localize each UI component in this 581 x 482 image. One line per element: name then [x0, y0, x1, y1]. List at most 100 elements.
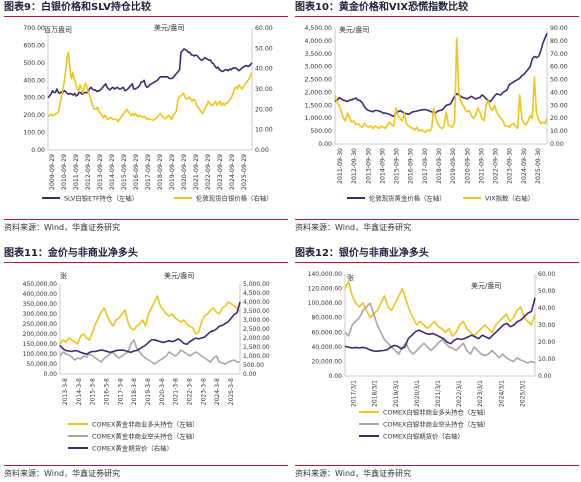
y-left-tick-label: 4,500.00: [304, 25, 332, 32]
x-tick-label: 2016-09-30: [408, 148, 415, 184]
x-tick-label: 2013-09-30: [365, 148, 372, 184]
x-tick-label: 2024/3/1: [498, 380, 505, 407]
panel-silver-net-long: 图表12：银价与非商业净多头 0.00 20,000.00 40,000.00 60,…: [295, 246, 579, 480]
y-left-tick-label: 80,000.00: [311, 315, 342, 322]
x-tick-label: 2018-09-29: [157, 154, 164, 190]
y-right-tick-label: 4,500.00: [243, 290, 270, 297]
series-line-1: [59, 339, 240, 365]
x-tick-label: 2025-09-29: [241, 154, 248, 190]
legend-label-1: VIX指数（右轴）: [485, 194, 534, 203]
legend-label-0: SLV白银ETF持仓（左轴）: [64, 194, 138, 203]
y-right-tick-label: 30.00: [255, 86, 273, 93]
y-left-tick-label: 50,000.00: [26, 361, 57, 368]
y-left-tick-label: 60,000.00: [311, 329, 342, 336]
legend-label-0: COMEX黄金非商业多头持仓（左轴）: [92, 420, 199, 429]
y-left-tick-label: 3,000.00: [304, 64, 332, 71]
legend-label-2: COMEX白银期货价（右轴）: [383, 432, 464, 441]
y-right-tick-label: 50.00: [550, 77, 568, 84]
y-left-tick-label: 20,000.00: [311, 358, 342, 365]
chart-silver-slv: 0.00 100.00 200.00 300.00 400.00 500.00 600.00…: [23, 23, 273, 203]
x-tick-label: 2019-09-29: [169, 154, 176, 190]
figure-title: 图表12：银价与非商业净多头: [295, 248, 429, 259]
y-left-tick-label: 350,000.00: [23, 301, 58, 308]
x-tick-label: 2022-09-30: [493, 148, 500, 184]
y-right-tick-label: 10.00: [255, 127, 273, 134]
legend-label-0: 伦敦现货黄金价格（左轴）: [369, 194, 446, 203]
x-tick-label: 2015-3-8: [90, 378, 97, 405]
x-tick-label: 2018/3/1: [372, 380, 379, 407]
x-tick-label: 2017-3-8: [117, 378, 124, 405]
y-left-tick-label: 400.00: [23, 77, 45, 84]
title-rule: [295, 262, 579, 263]
x-tick-label: 2015-09-29: [121, 154, 128, 190]
y-right-tick-label: 0.00: [550, 141, 564, 148]
series-line-0: [47, 48, 253, 99]
x-tick-label: 2021-09-29: [193, 154, 200, 190]
x-tick-label: 2013-09-29: [97, 154, 104, 190]
y-right-tick-label: 60.00: [538, 271, 555, 278]
series-line-1: [344, 302, 536, 364]
y-right-tick-label: 4,000.00: [243, 299, 270, 306]
y-right-tick-label: 90.00: [550, 25, 568, 32]
y-right-tick-label: 3,000.00: [243, 317, 270, 324]
series-line-1: [334, 37, 548, 134]
right-unit-label: 美元/盎司: [164, 271, 194, 280]
figure-title: 图表10：黄金价格和VIX恐慌指数比较: [295, 2, 469, 13]
y-left-tick-label: 120,000.00: [308, 286, 343, 293]
x-tick-label: 2014-3-8: [76, 378, 83, 405]
x-tick-label: 2018-3-8: [131, 378, 138, 405]
y-left-tick-label: 0.00: [329, 373, 343, 380]
x-tick-label: 2021-09-30: [478, 148, 485, 184]
y-left-tick-label: 400,000.00: [23, 291, 58, 298]
y-right-tick-label: 40.00: [255, 66, 273, 73]
y-right-tick-label: 20.00: [538, 339, 555, 346]
y-right-tick-label: 40.00: [550, 89, 568, 96]
x-tick-label: 2015-09-30: [394, 148, 401, 184]
legend-label-2: COMEX黄金期货价（右轴）: [92, 444, 173, 453]
source-note: 资料来源：Wind，华鑫证券研究: [4, 469, 121, 478]
source-rule: [4, 219, 288, 220]
x-tick-label: 2024-3-8: [214, 378, 221, 405]
y-left-tick-label: 300,000.00: [23, 311, 58, 318]
source-note: 资料来源：Wind，华鑫证券研究: [4, 223, 121, 232]
left-unit-label: 美元/盎司: [339, 25, 369, 34]
y-right-tick-label: 0.00: [538, 373, 552, 380]
chart-gold-net-long: 0.00 50,000.00 100,000.00 150,000.00 200,000…: [23, 271, 270, 453]
x-tick-label: 2016-09-29: [133, 154, 140, 190]
y-left-tick-label: 600.00: [23, 42, 45, 49]
x-tick-label: 2020-09-30: [464, 148, 471, 184]
series-line-2: [344, 297, 536, 353]
x-tick-label: 2011-09-29: [73, 154, 80, 190]
x-tick-label: 2023/3/1: [477, 380, 484, 407]
y-right-tick-label: 30.00: [538, 322, 555, 329]
y-right-tick-label: 60.00: [255, 25, 273, 32]
x-tick-label: 2019-3-8: [145, 378, 152, 405]
y-left-tick-label: 300.00: [23, 95, 45, 102]
y-right-tick-label: 1,000.00: [243, 353, 270, 360]
x-tick-label: 2018-09-30: [436, 148, 443, 184]
series-line-1: [47, 51, 253, 123]
right-unit-label: 美元/盎司: [471, 281, 501, 290]
y-right-tick-label: 80.00: [550, 38, 568, 45]
y-left-tick-label: 40,000.00: [311, 344, 342, 351]
title-rule: [4, 16, 288, 17]
x-tick-label: 2009-09-29: [49, 154, 56, 190]
y-right-tick-label: 0.00: [243, 371, 257, 378]
x-tick-label: 2014-09-29: [109, 154, 116, 190]
panel-silver-slv: 图表9：白银价格和SLV持仓比较 0.00 100.00 200.00 300.00 4…: [4, 0, 288, 236]
y-right-tick-label: 10.00: [538, 356, 555, 363]
y-left-tick-label: 100,000.00: [23, 351, 58, 358]
y-right-tick-label: 20.00: [255, 106, 273, 113]
x-tick-label: 2021-3-8: [173, 378, 180, 405]
x-tick-label: 2023-09-29: [217, 154, 224, 190]
series-line-0: [334, 32, 548, 117]
y-left-tick-label: 140,000.00: [308, 271, 343, 278]
chart-silver-net-long: 0.00 20,000.00 40,000.00 60,000.00 80,000.00…: [308, 271, 556, 441]
x-tick-label: 2017-09-29: [145, 154, 152, 190]
y-left-tick-label: 150,000.00: [23, 341, 58, 348]
y-left-tick-label: 250,000.00: [23, 321, 58, 328]
x-tick-label: 2023-3-8: [200, 378, 207, 405]
x-tick-label: 2022-3-8: [187, 378, 194, 405]
chart-gold-vix: 0.00 500.00 1,000.00 1,500.00 2,000.00 2,500.…: [304, 25, 568, 203]
y-left-tick-label: 1,000.00: [304, 115, 332, 122]
